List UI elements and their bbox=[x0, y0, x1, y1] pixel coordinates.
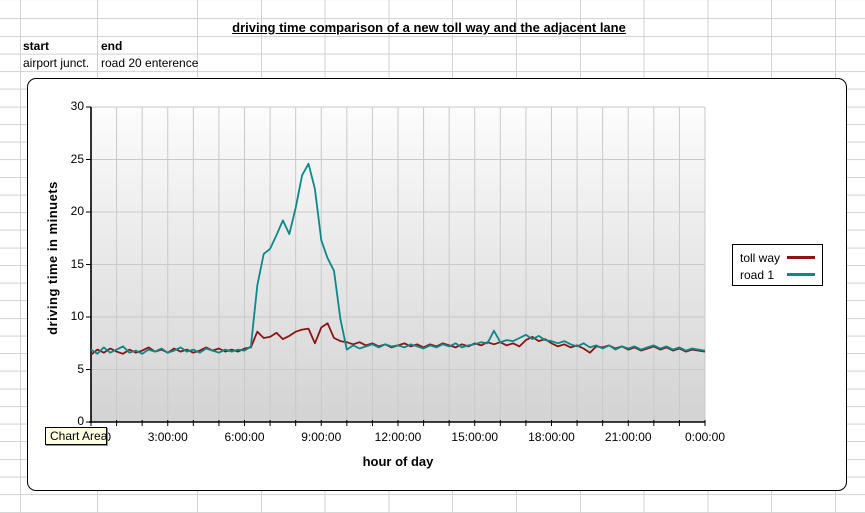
legend-label-road-1: road 1 bbox=[740, 267, 775, 282]
x-axis-tick-label: 6:00:00 bbox=[224, 430, 265, 444]
x-axis-title: hour of day bbox=[362, 454, 434, 469]
y-axis-title: driving time in minuets bbox=[45, 181, 60, 335]
x-axis-tick-label: 21:00:00 bbox=[604, 430, 652, 444]
cell-end-value[interactable]: road 20 enterence bbox=[101, 56, 199, 70]
legend-item-toll-way[interactable]: toll way bbox=[740, 249, 815, 266]
legend[interactable]: toll way road 1 bbox=[732, 244, 823, 286]
sheet-title-cell[interactable]: driving time comparison of a new toll wa… bbox=[232, 20, 626, 35]
y-axis-tick-label: 10 bbox=[70, 309, 84, 323]
x-axis-tick-label: 0:00:00 bbox=[684, 430, 726, 444]
legend-item-road-1[interactable]: road 1 bbox=[740, 266, 815, 283]
cell-start-value[interactable]: airport junct. bbox=[23, 56, 90, 70]
chart-area[interactable]: 0:00:00 3:00:00 6:00:00 9:00:00 12:00:00 15:0… bbox=[27, 78, 847, 491]
grid-column-line-a bbox=[20, 0, 21, 513]
chart-area-tooltip: Chart Area bbox=[45, 427, 107, 445]
y-axis-tick-label: 20 bbox=[70, 204, 84, 218]
x-axis-tick-label: 15:00:00 bbox=[451, 430, 499, 444]
y-axis-tick-label: 0 bbox=[77, 414, 84, 428]
legend-label-toll-way: toll way bbox=[740, 250, 781, 265]
cell-end-header[interactable]: end bbox=[101, 39, 123, 53]
x-axis-tick-label: 18:00:00 bbox=[528, 430, 575, 444]
x-axis-tick-label: 3:00:00 bbox=[147, 430, 188, 444]
legend-line-sample-toll-way bbox=[787, 256, 815, 259]
series-line-road-1[interactable] bbox=[90, 162, 706, 355]
y-axis-tick-label: 25 bbox=[70, 151, 84, 166]
y-axis-tick-label: 15 bbox=[70, 256, 84, 271]
y-axis-tick-label: 5 bbox=[77, 361, 84, 376]
x-axis-tick-label: 12:00:00 bbox=[374, 430, 422, 444]
y-axis-tick-label: 30 bbox=[70, 99, 84, 113]
cell-start-header[interactable]: start bbox=[23, 39, 50, 53]
legend-line-sample-road-1 bbox=[787, 273, 815, 276]
chart-canvas bbox=[86, 106, 706, 426]
x-axis-tick-label: 9:00:00 bbox=[301, 430, 342, 444]
